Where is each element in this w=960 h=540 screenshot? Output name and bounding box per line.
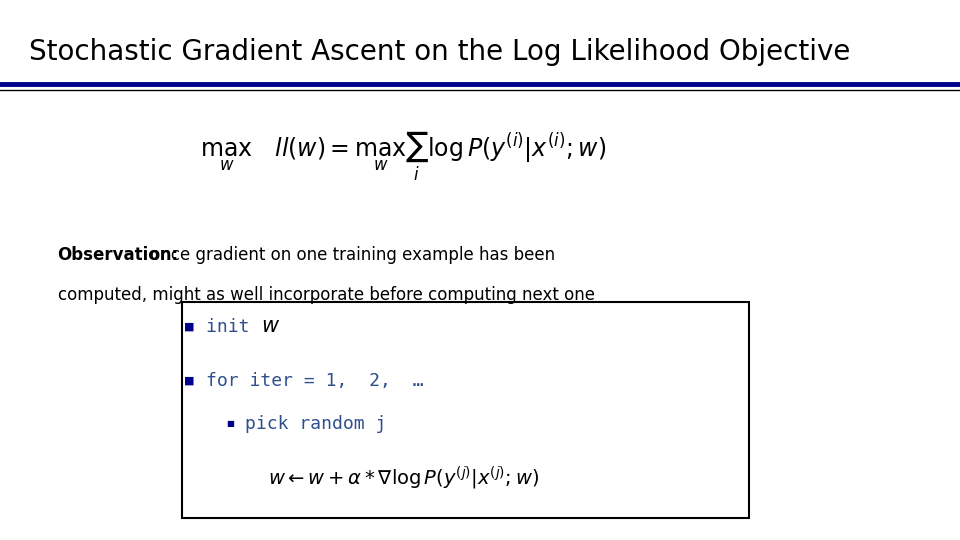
Text: computed, might as well incorporate before computing next one: computed, might as well incorporate befo… [58, 286, 594, 304]
Text: ■: ■ [184, 376, 194, 386]
Text: pick random j: pick random j [245, 415, 386, 433]
Text: init: init [206, 318, 261, 336]
Text: $w \leftarrow w + \alpha * \nabla \log P(y^{(j)}|x^{(j)}; w)$: $w \leftarrow w + \alpha * \nabla \log P… [268, 464, 539, 491]
Text: $w$: $w$ [261, 315, 280, 336]
Text: for iter = 1,  2,  …: for iter = 1, 2, … [206, 372, 424, 390]
Text: Observation:: Observation: [58, 246, 179, 264]
Text: ■: ■ [227, 420, 234, 428]
Text: Stochastic Gradient Ascent on the Log Likelihood Objective: Stochastic Gradient Ascent on the Log Li… [29, 38, 851, 66]
FancyBboxPatch shape [182, 302, 749, 518]
Text: ■: ■ [184, 322, 194, 332]
Text: once gradient on one training example has been: once gradient on one training example ha… [145, 246, 555, 264]
Text: $\underset{w}{\max} \quad ll(w) = \underset{w}{\max} \sum_{i} \log P(y^{(i)}|x^{: $\underset{w}{\max} \quad ll(w) = \under… [200, 130, 607, 184]
